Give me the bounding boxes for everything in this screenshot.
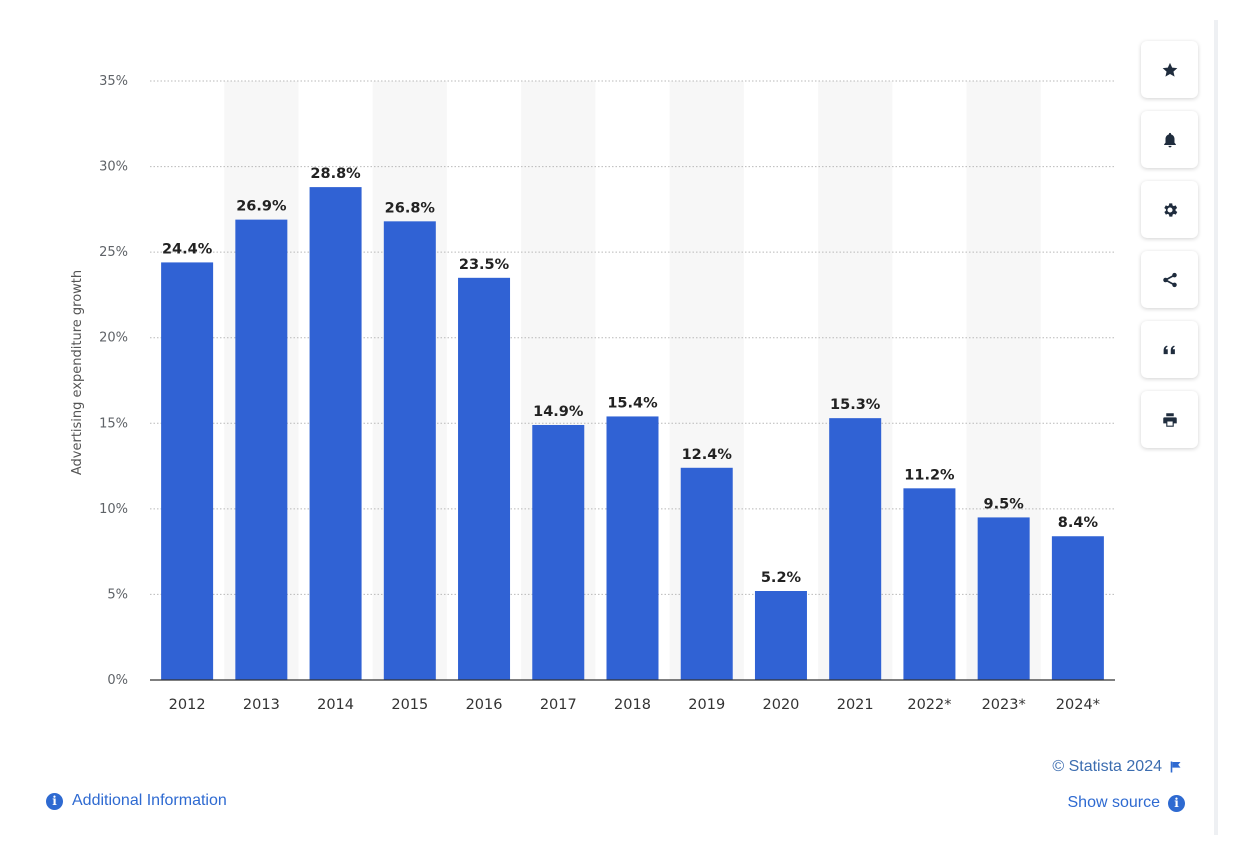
x-tick-label: 2013 (243, 697, 280, 713)
data-label: 26.9% (236, 199, 287, 215)
bars (161, 187, 1104, 680)
bar[interactable] (606, 416, 659, 680)
chart-toolbar (1141, 41, 1198, 461)
info-icon: i (46, 792, 63, 810)
y-tick-label: 15% (99, 416, 128, 431)
x-tick-label: 2019 (688, 697, 725, 713)
bell-icon (1163, 132, 1176, 147)
y-axis-ticks: 0% 5% 10% 15% 20% 25% 30% 35% (99, 74, 128, 688)
additional-information-label: Additional Information (72, 792, 227, 809)
y-tick-label: 25% (99, 245, 128, 260)
x-tick-label: 2021 (837, 697, 874, 713)
info-icon: i (1168, 794, 1185, 812)
x-tick-label: 2018 (614, 697, 651, 713)
show-source-label: Show source (1067, 794, 1161, 811)
gear-icon (1163, 202, 1177, 217)
bar[interactable] (458, 277, 511, 680)
bar[interactable] (680, 467, 733, 680)
copyright-text: © Statista 2024 (1052, 758, 1162, 775)
x-tick-label: 2014 (317, 697, 354, 713)
y-tick-label: 10% (99, 502, 128, 517)
additional-information-link[interactable]: i Additional Information (46, 792, 227, 810)
x-tick-label: 2024* (1056, 697, 1100, 713)
data-label: 26.8% (385, 200, 436, 216)
data-label: 23.5% (459, 257, 510, 273)
flag-icon[interactable] (1170, 761, 1182, 773)
data-label: 8.4% (1058, 515, 1099, 531)
print-button[interactable] (1141, 391, 1198, 448)
bar[interactable] (532, 424, 585, 680)
data-label: 15.4% (607, 395, 658, 411)
x-tick-label: 2012 (169, 697, 206, 713)
notification-button[interactable] (1141, 111, 1198, 168)
cite-button[interactable] (1141, 321, 1198, 378)
favorite-button[interactable] (1141, 41, 1198, 98)
x-tick-label: 2016 (466, 697, 503, 713)
value-labels: 24.4% 26.9% 28.8% 26.8% 23.5% 14.9% 15.4% 12.4%… (162, 166, 1099, 586)
data-label: 24.4% (162, 241, 213, 257)
bar[interactable] (161, 262, 214, 680)
data-label: 28.8% (310, 166, 361, 182)
data-label: 9.5% (984, 496, 1025, 512)
bar[interactable] (903, 488, 956, 680)
copyright: © Statista 2024 (1052, 758, 1182, 776)
share-icon (1162, 272, 1177, 287)
bar[interactable] (309, 187, 362, 680)
data-label: 5.2% (761, 570, 802, 586)
bar[interactable] (829, 418, 882, 680)
x-tick-label: 2020 (763, 697, 800, 713)
y-axis-title: Advertising expenditure growth (70, 270, 85, 475)
bar[interactable] (977, 517, 1030, 680)
data-label: 14.9% (533, 404, 584, 420)
y-tick-label: 0% (107, 673, 128, 688)
share-button[interactable] (1141, 251, 1198, 308)
y-tick-label: 35% (99, 74, 128, 89)
x-tick-label: 2015 (391, 697, 428, 713)
x-tick-label: 2017 (540, 697, 577, 713)
x-tick-label: 2023* (982, 697, 1026, 713)
x-axis-labels: 2012 2013 2014 2015 2016 2017 2018 2019 2020 2021… (169, 697, 1100, 713)
show-source-link[interactable]: Show source i (1067, 794, 1185, 812)
bar-chart: 0% 5% 10% 15% 20% 25% 30% 35% 24.4% 26.9% 28.8% 26… (70, 74, 1115, 713)
data-label: 15.3% (830, 397, 881, 413)
data-label: 12.4% (682, 447, 733, 463)
y-tick-label: 5% (107, 587, 128, 602)
y-tick-label: 20% (99, 331, 128, 346)
settings-button[interactable] (1141, 181, 1198, 238)
bar[interactable] (754, 591, 807, 680)
bar[interactable] (1051, 536, 1104, 680)
x-tick-label: 2022* (907, 697, 951, 713)
data-label: 11.2% (904, 467, 955, 483)
bar[interactable] (383, 221, 436, 680)
print-icon (1162, 412, 1177, 427)
quote-icon (1163, 345, 1175, 354)
y-tick-label: 30% (99, 160, 128, 175)
panel-divider (1214, 20, 1218, 835)
star-icon (1162, 62, 1177, 77)
bar[interactable] (235, 219, 288, 680)
